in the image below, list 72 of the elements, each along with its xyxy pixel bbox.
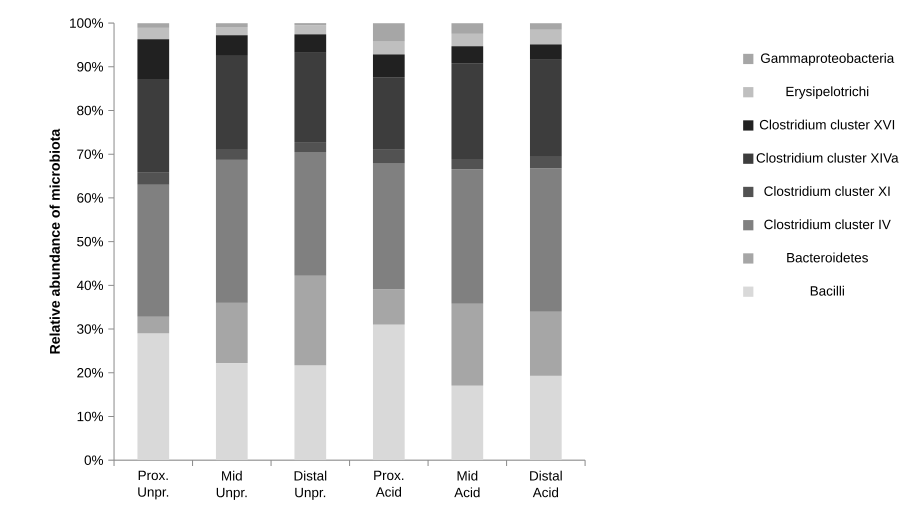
bar	[294, 276, 326, 366]
legend-label: Clostridium cluster XVI	[760, 120, 894, 130]
text: Bacilli	[810, 286, 844, 296]
y-tick-label: 100%	[70, 18, 104, 28]
legend-label: Clostridium cluster XIVa	[756, 152, 899, 163]
bar	[530, 23, 562, 30]
bar	[137, 23, 170, 28]
text: Erysipelotrichi	[786, 86, 868, 99]
bar	[372, 54, 405, 78]
y-tick-label: 10%	[78, 412, 104, 422]
legend-label: Gammaproteobacteria	[760, 53, 894, 66]
bar	[137, 333, 170, 460]
x-tick-label: Prox. Acid	[374, 470, 404, 497]
bar	[530, 168, 562, 312]
bar	[372, 41, 405, 55]
bar	[137, 184, 170, 317]
x-tick-label: Prox. Unpr.	[138, 470, 168, 500]
bar	[294, 34, 326, 53]
bar	[137, 39, 170, 80]
bar	[216, 56, 248, 150]
bar	[451, 386, 484, 460]
bar	[216, 150, 248, 160]
bar	[372, 324, 405, 460]
x-tick-label: Mid Unpr.	[216, 470, 247, 500]
y-tick-label: 0%	[84, 455, 104, 466]
bar	[451, 159, 484, 170]
bar	[530, 156, 562, 168]
bar	[294, 52, 326, 142]
y-tick-label: 50%	[77, 236, 104, 246]
bar	[530, 376, 562, 460]
bar	[137, 28, 170, 40]
y-tick-label: 70%	[77, 150, 104, 160]
bar	[530, 60, 562, 157]
y-axis-title: Relative abundance of microbiota	[50, 128, 60, 354]
legend-label: Clostridium cluster IV	[764, 219, 891, 230]
bar	[216, 363, 248, 460]
bar	[530, 312, 562, 376]
bar	[451, 63, 484, 160]
y-tick-label: 30%	[77, 324, 104, 334]
y-tick-label: 90%	[77, 62, 104, 72]
bar	[451, 304, 484, 386]
x-tick-label: Mid Acid	[454, 470, 480, 498]
bar	[451, 23, 484, 34]
bar	[216, 27, 248, 36]
bar	[294, 25, 326, 34]
bar	[137, 79, 170, 172]
bar	[216, 35, 248, 56]
bar	[372, 163, 405, 290]
y-tick-label: 20%	[77, 368, 104, 378]
bar	[137, 172, 170, 185]
x-tick-label: Distal Acid	[530, 470, 562, 498]
bar	[137, 316, 170, 334]
y-tick-label: 40%	[76, 280, 104, 290]
bar	[372, 289, 405, 325]
bar	[451, 34, 484, 46]
bar	[294, 365, 326, 460]
bar	[216, 302, 248, 364]
bar	[372, 149, 405, 164]
text: Bacteroidetes	[787, 252, 868, 263]
legend-label: Clostridium cluster XI	[764, 186, 890, 196]
bar	[451, 46, 484, 64]
x-tick-label: Distal Unpr.	[294, 470, 326, 500]
bar	[294, 142, 326, 152]
bar	[294, 152, 326, 276]
bar	[530, 30, 562, 45]
bar	[216, 160, 248, 303]
bar	[372, 23, 405, 42]
bar	[451, 169, 484, 304]
bar	[372, 77, 405, 150]
bar	[530, 44, 562, 60]
y-tick-label: 60%	[77, 193, 104, 203]
y-tick-label: 80%	[77, 106, 104, 116]
